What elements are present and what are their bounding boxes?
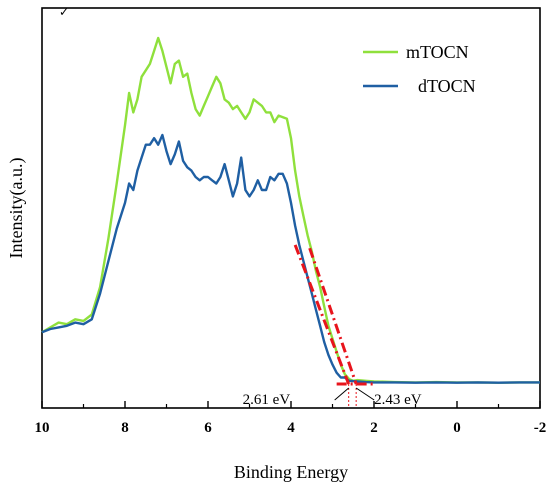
- x-axis-ticks: 10 8 6 4 2 0 -2: [35, 401, 547, 436]
- tangent-line: [308, 247, 358, 385]
- x-tick-label: 10: [35, 420, 50, 436]
- x-axis-title: Binding Energy: [234, 462, 348, 482]
- x-tick-label: 0: [453, 420, 461, 436]
- legend: mTOCN dTOCN: [363, 42, 476, 96]
- annotation-layer: 2.61 eV 2.43 eV: [243, 384, 422, 408]
- x-tick-label: 6: [204, 420, 212, 436]
- annotation-arrow: [355, 387, 375, 401]
- tangent-layer: [293, 244, 374, 386]
- x-tick-label: 8: [121, 420, 129, 436]
- series-line-dtocn: [41, 133, 540, 384]
- legend-label-dtocn: dTOCN: [418, 76, 476, 96]
- annotation-arrow: [334, 387, 350, 401]
- annotation-label: 2.61 eV: [243, 392, 291, 408]
- annotation-label: 2.43 eV: [374, 392, 422, 408]
- y-axis-title: Intensity(a.u.): [6, 158, 27, 259]
- x-tick-label: 4: [287, 420, 295, 436]
- tangent-line: [293, 244, 351, 385]
- x-tick-label: -2: [534, 420, 547, 436]
- x-tick-label: 2: [370, 420, 378, 436]
- legend-label-mtocn: mTOCN: [406, 42, 469, 62]
- top-axis-mark: ✓: [59, 5, 69, 19]
